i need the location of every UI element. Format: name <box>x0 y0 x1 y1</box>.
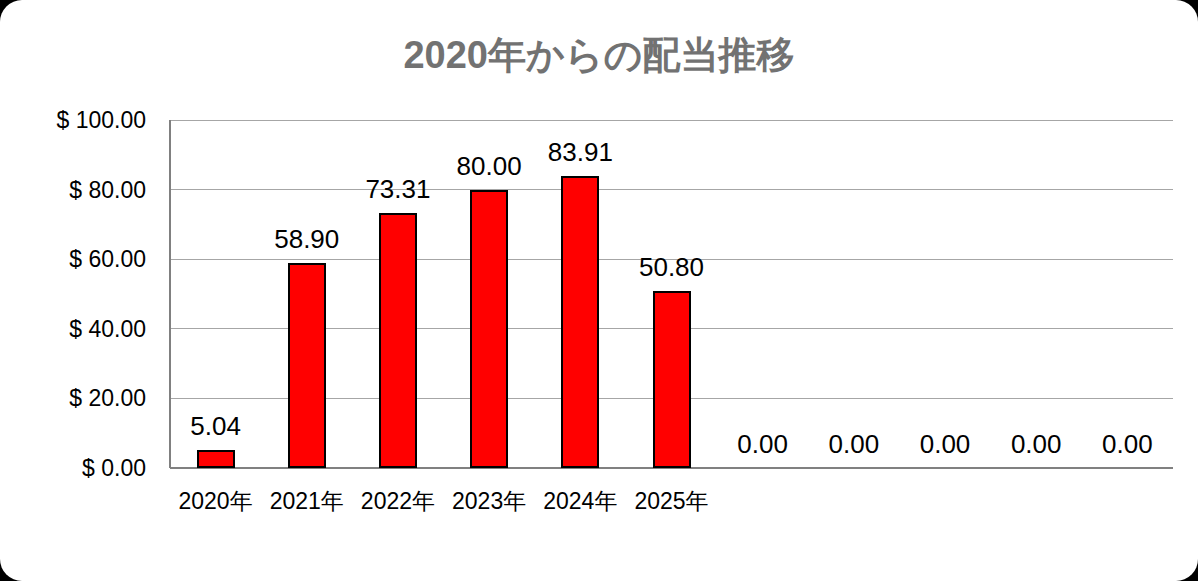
bar-value-label: 0.00 <box>829 430 880 458</box>
bar-value-label: 73.31 <box>365 175 430 203</box>
bar-2023年 <box>470 190 508 468</box>
bar-value-label: 0.00 <box>920 430 971 458</box>
x-axis-tick-label: 2024年 <box>543 488 617 514</box>
bar-value-label: 80.00 <box>457 152 522 180</box>
gridline <box>170 120 1173 121</box>
chart-title: 2020年からの配当推移 <box>0 33 1198 77</box>
bar-2021年 <box>288 263 326 468</box>
y-axis-tick-label: $ 40.00 <box>69 317 146 341</box>
bar-value-label: 50.80 <box>639 253 704 281</box>
chart-window: 2020年からの配当推移 $ 100.00 $ 80.00 $ 60.00 $ 40.… <box>0 0 1198 581</box>
bar-value-label: 83.91 <box>548 138 613 166</box>
gridline <box>170 189 1173 190</box>
bar-value-label: 0.00 <box>737 430 788 458</box>
bar-value-label: 58.90 <box>274 225 339 253</box>
x-axis-tick-label: 2020年 <box>178 488 252 514</box>
bar-2022年 <box>379 213 417 468</box>
y-axis-tick-label: $ 80.00 <box>69 178 146 202</box>
y-axis-tick-label: $ 0.00 <box>82 456 146 480</box>
y-axis-line <box>169 120 171 468</box>
bar-2025年 <box>653 291 691 468</box>
x-axis-tick-label: 2022年 <box>361 488 435 514</box>
bar-value-label: 0.00 <box>1011 430 1062 458</box>
bar-value-label: 0.00 <box>1102 430 1153 458</box>
bar-2020年 <box>197 450 235 468</box>
y-axis-tick-label: $ 20.00 <box>69 386 146 410</box>
bar-2024年 <box>561 176 599 468</box>
y-axis-tick-label: $ 60.00 <box>69 247 146 271</box>
bar-value-label: 5.04 <box>190 412 241 440</box>
x-axis-tick-label: 2025年 <box>634 488 708 514</box>
x-axis-tick-label: 2023年 <box>452 488 526 514</box>
y-axis-tick-label: $ 100.00 <box>56 108 146 132</box>
x-axis-tick-label: 2021年 <box>270 488 344 514</box>
